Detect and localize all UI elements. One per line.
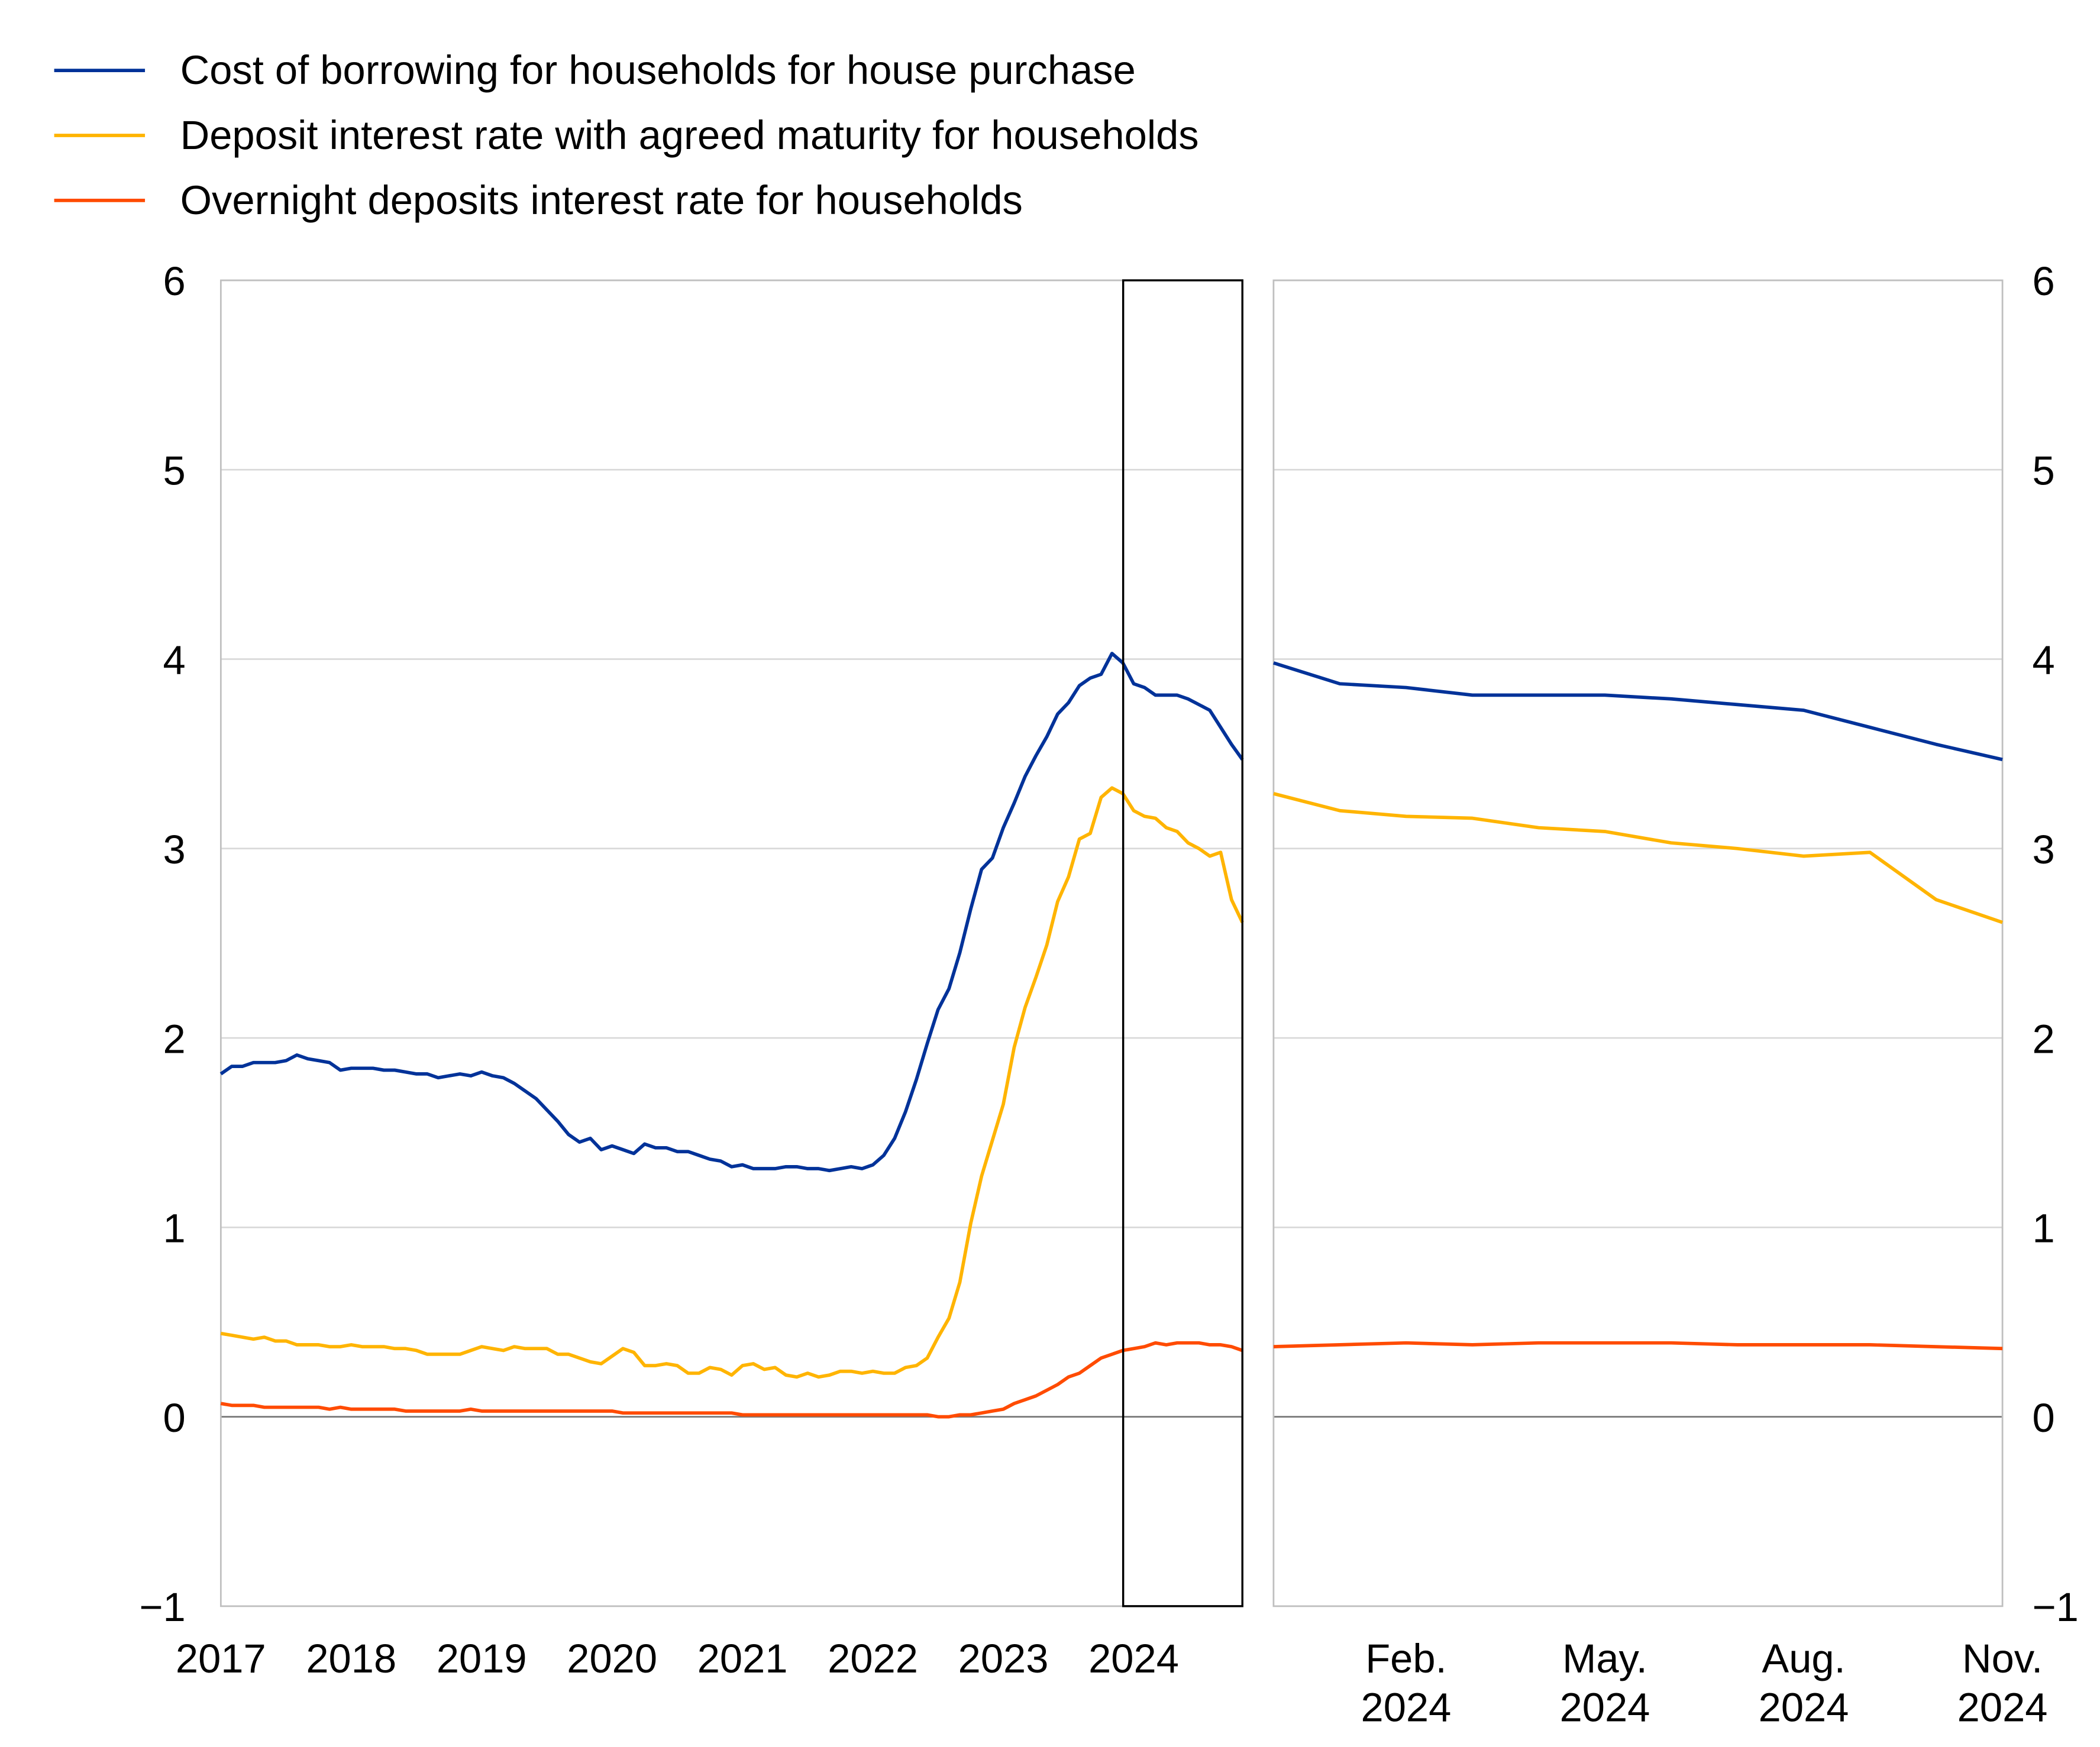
y-tick-label: 0 (2032, 1395, 2054, 1441)
x-tick-label: 2023 (958, 1636, 1049, 1681)
x-tick-label: 2024 (1088, 1636, 1179, 1681)
series-line (1273, 661, 2003, 762)
plot-frame (1272, 279, 2004, 1607)
legend-label: Cost of borrowing for households for hou… (180, 47, 1136, 93)
x-tick-label: 2020 (567, 1636, 657, 1681)
legend-label: Overnight deposits interest rate for hou… (180, 177, 1023, 223)
x-tick-label: 2019 (437, 1636, 527, 1681)
legend-label: Deposit interest rate with agreed maturi… (180, 112, 1199, 158)
y-tick-label: 2 (2032, 1016, 2054, 1062)
y-tick-label: 5 (163, 448, 186, 493)
series-line (1273, 792, 2004, 924)
y-tick-label: 4 (2032, 638, 2054, 683)
y-tick-label: 5 (2032, 448, 2054, 493)
plot-frame (219, 279, 1243, 1607)
x-tick-label: Nov. 2024 (1957, 1636, 2048, 1730)
x-tick-label: 2022 (828, 1636, 918, 1681)
y-tick-label: 1 (163, 1206, 186, 1251)
x-tick-label: Feb. 2024 (1361, 1636, 1452, 1730)
y-tick-label: −1 (139, 1584, 185, 1630)
y-tick-label: 6 (2032, 258, 2054, 304)
y-tick-label: 3 (163, 827, 186, 872)
y-tick-label: −1 (2032, 1584, 2078, 1630)
x-tick-label: 2017 (176, 1636, 266, 1681)
highlight-box (1122, 279, 1243, 1607)
y-tick-label: 2 (163, 1016, 186, 1062)
series-line (219, 652, 1244, 1173)
x-tick-label: Aug. 2024 (1759, 1636, 1849, 1730)
y-tick-label: 4 (163, 638, 186, 683)
y-tick-label: 0 (163, 1395, 186, 1441)
x-tick-label: May. 2024 (1560, 1636, 1650, 1730)
y-tick-label: 1 (2032, 1206, 2054, 1251)
x-tick-label: 2018 (306, 1636, 396, 1681)
series-line (1273, 1341, 2003, 1351)
y-tick-label: 3 (2032, 827, 2054, 872)
y-tick-label: 6 (163, 258, 186, 304)
x-tick-label: 2021 (697, 1636, 788, 1681)
series-line (220, 786, 1244, 1379)
series-line (220, 1341, 1243, 1419)
